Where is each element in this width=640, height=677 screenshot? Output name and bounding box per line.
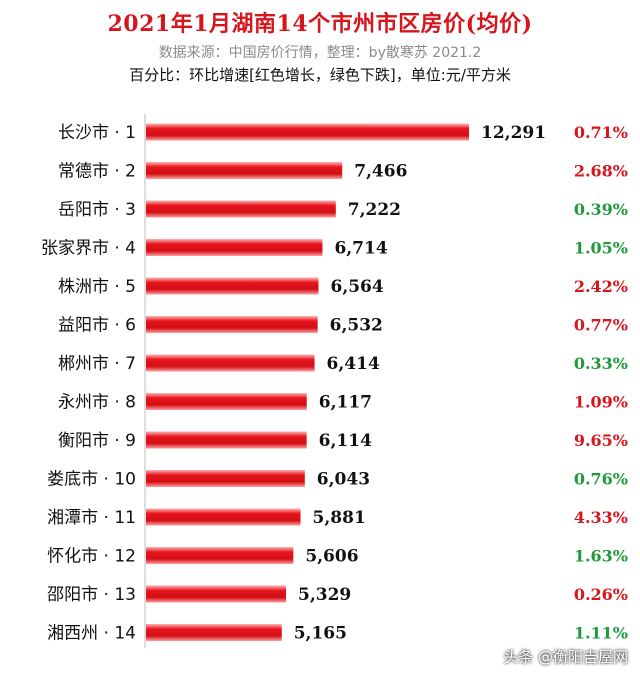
mom-change-label: 1.05% bbox=[574, 239, 628, 258]
bar bbox=[146, 123, 469, 141]
mom-change-label: 0.33% bbox=[574, 354, 628, 373]
value-label: 5,329 bbox=[298, 585, 351, 605]
bar bbox=[146, 200, 336, 218]
chart-title: 2021年1月湖南14个市州市区房价(均价) bbox=[107, 11, 533, 37]
bar bbox=[146, 277, 319, 295]
bar bbox=[146, 547, 294, 564]
bar bbox=[146, 470, 305, 487]
mom-change-label: 1.11% bbox=[574, 624, 628, 643]
value-label: 6,714 bbox=[334, 239, 387, 259]
category-label: 衡阳市 · 9 bbox=[58, 431, 136, 451]
chart-note: 百分比：环比增速[红色增长，绿色下跌]，单位:元/平方米 bbox=[129, 66, 511, 84]
bar bbox=[146, 393, 307, 410]
bar bbox=[146, 624, 282, 641]
mom-change-label: 2.42% bbox=[574, 277, 628, 296]
chart-subtitle: 数据来源：中国房价行情，整理：by散寒苏 2021.2 bbox=[158, 45, 482, 61]
category-label: 永州市 · 8 bbox=[58, 393, 136, 413]
value-label: 6,117 bbox=[319, 393, 372, 413]
value-label: 6,564 bbox=[330, 277, 383, 297]
mom-change-label: 0.26% bbox=[574, 585, 628, 604]
mom-change-label: 0.71% bbox=[574, 123, 628, 142]
category-label: 张家界市 · 4 bbox=[41, 239, 136, 259]
bar-chart: 长沙市 · 1 12,291 0.71% 常德市 · 2 7,466 2.68% 岳阳市 ·… bbox=[41, 114, 628, 648]
bar bbox=[146, 585, 287, 603]
mom-change-label: 2.68% bbox=[574, 162, 628, 181]
value-label: 5,881 bbox=[313, 508, 366, 528]
category-label: 株洲市 · 5 bbox=[58, 277, 136, 297]
category-label: 岳阳市 · 3 bbox=[58, 200, 136, 220]
value-label: 6,414 bbox=[327, 354, 380, 374]
category-label: 郴州市 · 7 bbox=[58, 354, 136, 374]
category-label: 长沙市 · 1 bbox=[58, 123, 136, 143]
value-label: 12,291 bbox=[481, 123, 546, 143]
category-label: 娄底市 · 10 bbox=[47, 470, 136, 490]
category-label: 邵阳市 · 13 bbox=[47, 585, 136, 605]
value-label: 5,165 bbox=[294, 624, 347, 644]
watermark: 头条 @衡阳吉屋网 bbox=[503, 648, 628, 666]
category-label: 湘西州 · 14 bbox=[47, 624, 136, 644]
category-label: 益阳市 · 6 bbox=[58, 316, 136, 336]
mom-change-label: 1.09% bbox=[574, 393, 628, 412]
category-label: 常德市 · 2 bbox=[58, 162, 136, 182]
mom-change-label: 0.77% bbox=[574, 316, 628, 335]
mom-change-label: 0.76% bbox=[574, 470, 628, 489]
value-label: 6,043 bbox=[317, 470, 370, 490]
value-label: 7,466 bbox=[354, 162, 407, 182]
value-label: 6,114 bbox=[319, 431, 372, 451]
mom-change-label: 4.33% bbox=[574, 508, 628, 527]
bar bbox=[146, 316, 318, 333]
category-label: 怀化市 · 12 bbox=[47, 547, 136, 567]
value-label: 6,532 bbox=[330, 316, 383, 336]
bar bbox=[146, 508, 301, 526]
bar bbox=[146, 162, 343, 179]
mom-change-label: 1.63% bbox=[574, 547, 628, 566]
bar bbox=[146, 431, 307, 449]
bar bbox=[146, 354, 315, 372]
value-label: 7,222 bbox=[348, 200, 401, 220]
mom-change-label: 9.65% bbox=[574, 431, 628, 450]
category-label: 湘潭市 · 11 bbox=[47, 508, 136, 528]
mom-change-label: 0.39% bbox=[574, 200, 628, 219]
value-label: 5,606 bbox=[305, 547, 358, 567]
bar bbox=[146, 239, 323, 256]
